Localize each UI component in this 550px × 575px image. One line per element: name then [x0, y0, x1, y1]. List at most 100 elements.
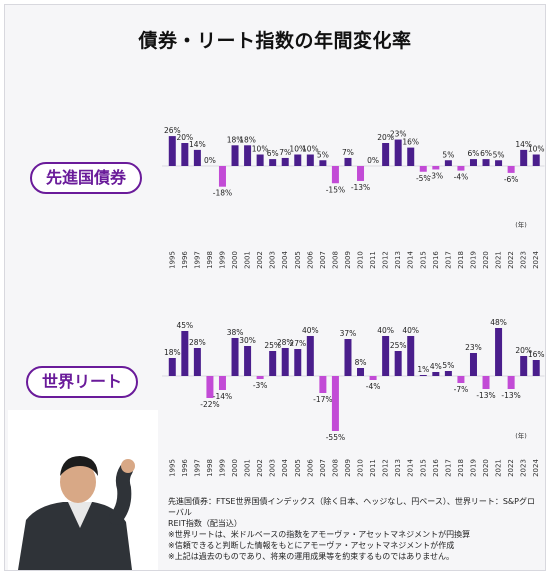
- bond-bar: [444, 160, 452, 166]
- reit-series-label: 世界リート: [26, 366, 139, 398]
- bond-bar: [432, 166, 440, 170]
- reit-bar: [495, 328, 503, 376]
- bond-year-tick: 2023: [520, 251, 528, 269]
- bond-value-label: 14%: [189, 140, 206, 149]
- bond-year-tick: 2004: [281, 251, 289, 269]
- bond-series-label: 先進国債券: [30, 162, 143, 194]
- bond-value-label: 20%: [176, 133, 193, 142]
- bond-value-label: 0%: [204, 156, 216, 165]
- bond-year-tick: 2020: [482, 251, 490, 269]
- reit-year-tick: 1998: [206, 459, 214, 477]
- reit-bar: [218, 376, 226, 390]
- bond-value-label: 7%: [342, 148, 354, 157]
- reit-value-label: 8%: [355, 358, 367, 367]
- reit-value-label: -55%: [326, 433, 345, 442]
- bond-value-label: 6%: [267, 149, 279, 158]
- bond-year-tick: 2022: [507, 251, 515, 269]
- reit-value-label: 25%: [390, 341, 407, 350]
- bond-bar: [419, 166, 427, 172]
- reit-year-tick: 2005: [294, 459, 302, 477]
- bond-bar: [407, 147, 415, 166]
- bond-value-label: -5%: [416, 174, 431, 183]
- bond-year-tick: 2024: [532, 251, 540, 269]
- bond-value-label: 20%: [377, 133, 394, 142]
- reit-bar: [319, 376, 327, 393]
- reit-year-tick: 2008: [331, 459, 339, 477]
- reit-value-label: -17%: [313, 395, 332, 404]
- bond-year-tick: 2003: [269, 251, 277, 269]
- reit-year-tick: 2011: [369, 459, 377, 477]
- reit-year-tick: 2022: [507, 459, 515, 477]
- reit-value-label: 48%: [490, 318, 507, 327]
- reit-bar: [419, 375, 427, 376]
- reit-bar: [432, 372, 440, 376]
- bond-value-label: 10%: [289, 145, 306, 154]
- reit-bar: [469, 353, 477, 376]
- bond-value-label: 5%: [317, 150, 329, 159]
- reit-year-tick: 2013: [394, 459, 402, 477]
- bond-bar: [469, 159, 477, 166]
- bond-value-label: -4%: [454, 173, 469, 182]
- reit-value-label: 40%: [402, 326, 419, 335]
- reit-year-tick: 2010: [357, 459, 365, 477]
- reit-value-label: -3%: [253, 381, 268, 390]
- reit-year-tick: 2012: [382, 459, 390, 477]
- reit-bar: [394, 351, 402, 376]
- reit-bar: [457, 376, 465, 383]
- reit-bar: [193, 348, 201, 376]
- reit-value-label: 40%: [302, 326, 319, 335]
- bond-bar: [331, 166, 339, 184]
- reit-bar: [331, 376, 339, 431]
- footnote-line: 先進国債券：FTSE世界国債インデックス（除く日本、ヘッジなし、円ベース）、世界…: [168, 497, 535, 517]
- bond-bar: [181, 143, 189, 166]
- reit-bar: [231, 338, 239, 376]
- reit-value-label: 27%: [289, 339, 306, 348]
- bond-value-label: 16%: [402, 138, 419, 147]
- reit-year-tick: 2014: [407, 459, 415, 477]
- reit-year-tick: 2009: [344, 459, 352, 477]
- reit-bar: [407, 336, 415, 376]
- bond-year-tick: 2002: [256, 251, 264, 269]
- bond-year-tick: 2007: [319, 251, 327, 269]
- reit-bar: [181, 331, 189, 376]
- reit-year-tick: 2021: [495, 459, 503, 477]
- bond-year-tick: 2011: [369, 251, 377, 269]
- reit-value-label: -4%: [366, 382, 381, 391]
- reit-year-unit: (年): [515, 431, 527, 440]
- bond-value-label: 10%: [528, 145, 545, 154]
- reit-year-tick: 2024: [532, 459, 540, 477]
- reit-value-label: 30%: [239, 336, 256, 345]
- reit-value-label: -14%: [213, 392, 232, 401]
- bond-year-tick: 1998: [206, 251, 214, 269]
- reit-bar: [369, 376, 377, 380]
- reit-bar: [357, 368, 365, 376]
- reit-bar: [482, 376, 490, 389]
- reit-value-label: 28%: [189, 338, 206, 347]
- reit-year-tick: 1996: [181, 459, 189, 477]
- bond-year-unit: (年): [515, 220, 527, 229]
- reit-year-tick: 1999: [218, 459, 226, 477]
- bond-year-tick: 2019: [469, 251, 477, 269]
- reit-bar: [306, 336, 314, 376]
- reit-value-label: 5%: [442, 361, 454, 370]
- page-title: 債券・リート指数の年間変化率: [138, 30, 412, 52]
- bond-year-tick: 2012: [382, 251, 390, 269]
- bond-year-tick: 2005: [294, 251, 302, 269]
- reit-value-label: 23%: [465, 343, 482, 352]
- reit-bar: [269, 351, 277, 376]
- reit-bar: [206, 376, 214, 398]
- bond-bar: [306, 154, 314, 166]
- reit-value-label: 4%: [430, 362, 442, 371]
- reit-bar: [168, 358, 176, 376]
- bond-bar: [256, 154, 264, 166]
- reit-value-label: 25%: [264, 341, 281, 350]
- reit-bar: [281, 348, 289, 376]
- bond-year-tick: 2015: [419, 251, 427, 269]
- bond-year-tick: 2001: [244, 251, 252, 269]
- bond-bar: [294, 154, 302, 166]
- reit-year-tick: 2019: [469, 459, 477, 477]
- bond-bar: [507, 166, 515, 173]
- bond-value-label: 18%: [239, 135, 256, 144]
- bond-year-tick: 1996: [181, 251, 189, 269]
